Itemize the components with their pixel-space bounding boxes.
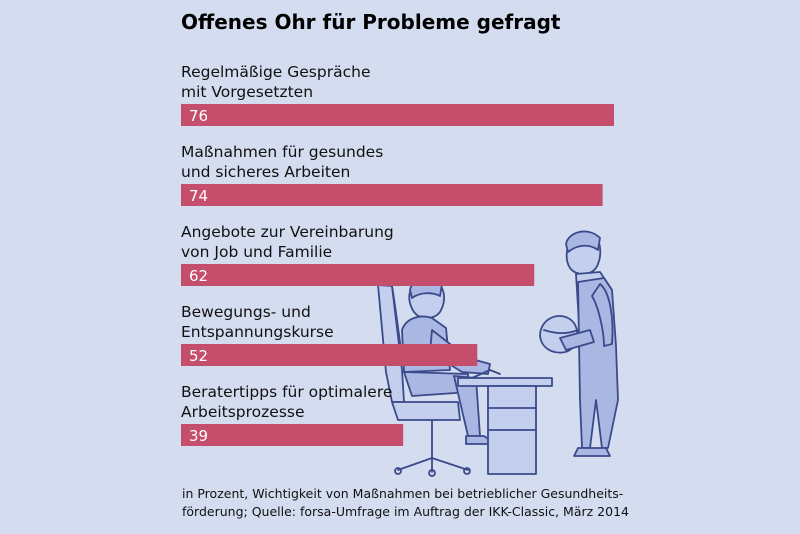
bar-2 bbox=[181, 184, 603, 206]
category-label-4-line-1: Bewegungs- und bbox=[181, 303, 311, 321]
bar-1 bbox=[181, 104, 614, 126]
value-label-3: 62 bbox=[189, 267, 208, 285]
bar-3 bbox=[181, 264, 535, 286]
category-label-5-line-2: Arbeitsprozesse bbox=[181, 403, 305, 421]
value-label-4: 52 bbox=[189, 347, 208, 365]
category-label-2-line-2: und sicheres Arbeiten bbox=[181, 163, 350, 181]
footnote-line-1: in Prozent, Wichtigkeit von Maßnahmen be… bbox=[182, 486, 623, 501]
value-label-5: 39 bbox=[189, 427, 208, 445]
office-workers-icon bbox=[377, 230, 619, 477]
value-label-1: 76 bbox=[189, 107, 208, 125]
value-label-2: 74 bbox=[189, 187, 208, 205]
category-label-1-line-2: mit Vorgesetzten bbox=[181, 83, 313, 101]
bars-group: Regelmäßige Gespräche mit Vorgesetzten 76 M… bbox=[181, 63, 614, 446]
category-label-5-line-1: Beratertipps für optimalere bbox=[181, 383, 392, 401]
category-label-4-line-2: Entspannungskurse bbox=[181, 323, 334, 341]
category-label-3-line-1: Angebote zur Vereinbarung bbox=[181, 223, 394, 241]
footnote-line-2: förderung; Quelle: forsa-Umfrage im Auft… bbox=[182, 504, 629, 519]
category-label-2-line-1: Maßnahmen für gesundes bbox=[181, 143, 383, 161]
bar-5 bbox=[181, 424, 404, 446]
chart-title: Offenes Ohr für Probleme gefragt bbox=[181, 10, 561, 34]
category-label-3-line-2: von Job und Familie bbox=[181, 243, 332, 261]
bar-4 bbox=[181, 344, 478, 366]
category-label-1-line-1: Regelmäßige Gespräche bbox=[181, 63, 370, 81]
